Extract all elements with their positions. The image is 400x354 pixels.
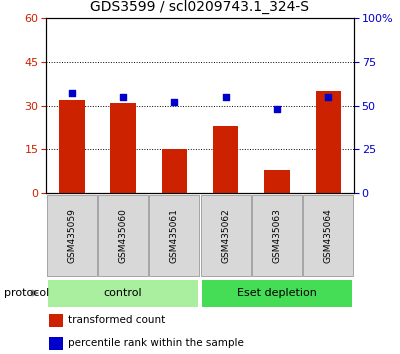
Text: GSM435062: GSM435062 xyxy=(221,208,230,263)
Text: GSM435063: GSM435063 xyxy=(272,208,282,263)
Bar xyxy=(252,195,302,276)
Bar xyxy=(59,100,84,193)
Bar xyxy=(47,195,97,276)
Bar xyxy=(162,149,187,193)
Point xyxy=(222,94,229,99)
Text: GSM435061: GSM435061 xyxy=(170,208,179,263)
Bar xyxy=(201,195,251,276)
Point xyxy=(68,90,75,96)
Text: GSM435060: GSM435060 xyxy=(118,208,128,263)
Point xyxy=(120,94,126,99)
Point xyxy=(171,99,178,105)
Point xyxy=(274,106,280,112)
Bar xyxy=(48,280,198,307)
Point xyxy=(325,94,332,99)
Text: GSM435064: GSM435064 xyxy=(324,208,333,263)
Bar xyxy=(149,195,199,276)
Bar xyxy=(303,195,353,276)
Text: GDS3599 / scl0209743.1_324-S: GDS3599 / scl0209743.1_324-S xyxy=(90,0,310,15)
Bar xyxy=(316,91,341,193)
Bar xyxy=(213,126,238,193)
Bar xyxy=(49,337,63,350)
Bar xyxy=(110,103,136,193)
Text: percentile rank within the sample: percentile rank within the sample xyxy=(68,338,244,348)
Bar xyxy=(98,195,148,276)
Bar xyxy=(264,170,290,193)
Text: Eset depletion: Eset depletion xyxy=(237,288,317,298)
Text: control: control xyxy=(104,288,142,298)
Text: GSM435059: GSM435059 xyxy=(67,208,76,263)
Text: protocol: protocol xyxy=(4,288,49,298)
Bar xyxy=(49,314,63,327)
Text: transformed count: transformed count xyxy=(68,315,165,325)
Bar xyxy=(202,280,352,307)
